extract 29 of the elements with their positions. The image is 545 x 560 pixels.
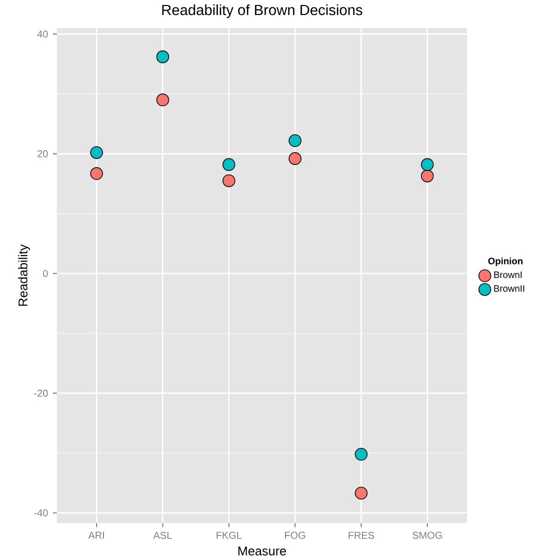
x-tick-label: ARI (88, 532, 104, 539)
y-tick-label: -20 (34, 390, 48, 397)
chart-title: Readability of Brown Decisions (162, 4, 362, 18)
legend-label: BrownII (494, 285, 524, 292)
x-tick-label: FRES (348, 532, 374, 539)
point (222, 174, 236, 188)
y-tick-label: -40 (34, 509, 48, 516)
point (354, 486, 368, 500)
y-axis-title: Readability (18, 244, 30, 306)
point (421, 170, 434, 182)
x-tick-label: FOG (285, 532, 306, 539)
point (90, 167, 104, 180)
point (421, 158, 434, 171)
y-tick-label: 20 (38, 150, 48, 158)
point (222, 158, 236, 171)
y-tick-label: 40 (37, 30, 48, 38)
point (90, 146, 104, 159)
x-axis-title: Measure (238, 546, 286, 556)
legend-title: Opinion (488, 257, 523, 266)
x-tick-label: SMOG (412, 532, 442, 539)
point (288, 134, 302, 148)
point (354, 448, 368, 461)
x-tick-label: FKGL (216, 532, 242, 539)
legend-label: BrownI (494, 272, 522, 278)
point (156, 50, 170, 64)
point (156, 94, 170, 106)
y-tick-label: 0 (43, 270, 48, 278)
x-tick-label: ASL (153, 532, 172, 539)
point (288, 152, 302, 165)
